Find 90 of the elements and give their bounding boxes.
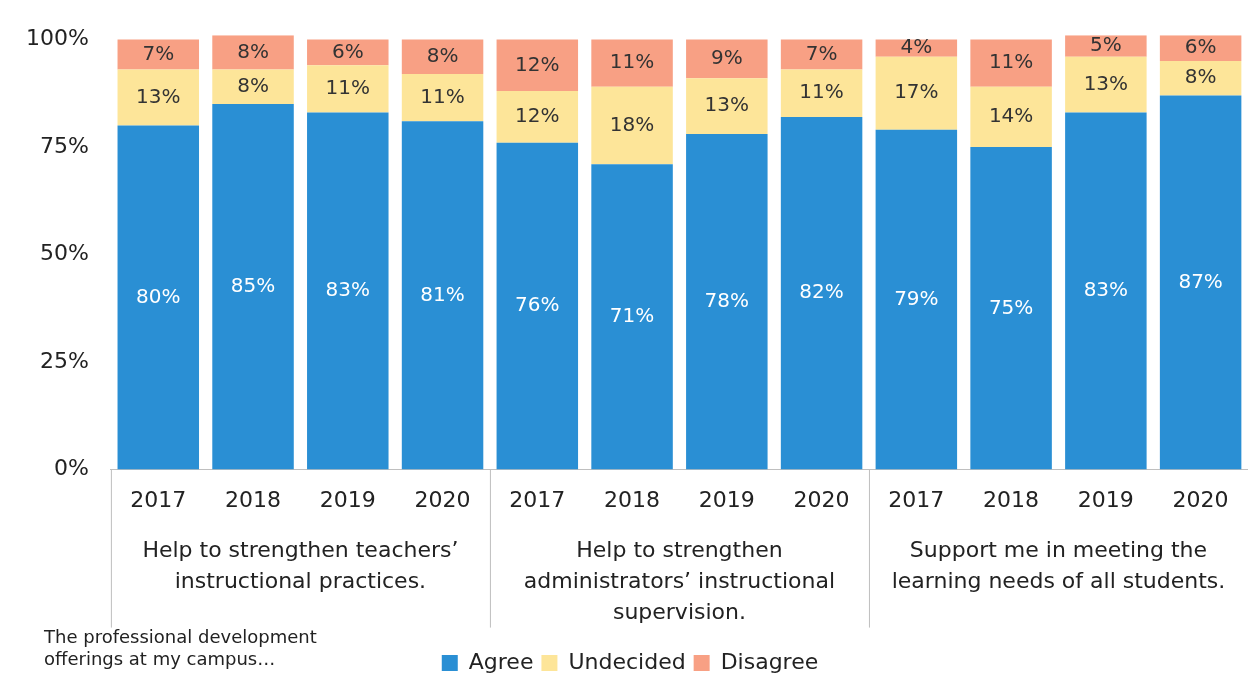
data-label: 4% [900, 34, 933, 59]
x-tick-label: 2018 [604, 486, 661, 512]
data-label: 11% [799, 79, 844, 104]
data-label: 7% [142, 40, 175, 65]
data-label: 71% [609, 303, 655, 328]
bar [401, 121, 484, 470]
bar [780, 69, 863, 117]
data-label: 8% [426, 42, 459, 67]
y-tick-label: 50% [39, 240, 89, 266]
legend-label: Agree [468, 648, 534, 674]
x-tick-label: 2017 [509, 486, 566, 512]
data-label: 85% [230, 273, 276, 298]
data-label: 13% [704, 92, 750, 117]
data-label: 11% [420, 83, 465, 108]
data-label: 13% [136, 83, 181, 108]
bar [117, 69, 200, 126]
bar [591, 164, 673, 470]
data-label: 17% [894, 79, 939, 104]
bar [591, 86, 673, 165]
text: The professional development offerings at my campus… [43, 625, 317, 669]
bar [970, 39, 1052, 87]
data-label: 9% [710, 45, 743, 70]
x-tick-label: 2018 [983, 486, 1040, 512]
bar [970, 86, 1052, 148]
bar [780, 39, 863, 70]
text: Help to strengthen teachers’ instructional practices. [142, 537, 459, 594]
bar [686, 78, 768, 135]
data-label: 81% [420, 281, 465, 306]
bar [307, 65, 389, 113]
bar [496, 142, 579, 470]
data-label: 79% [894, 285, 939, 310]
y-tick-label: 100% [25, 25, 89, 51]
legend-label: Undecided [568, 648, 686, 674]
data-label: 8% [1184, 64, 1217, 89]
bar [117, 39, 200, 70]
data-label: 76% [515, 292, 560, 317]
data-label: 8% [237, 73, 269, 98]
data-label: 82% [799, 279, 844, 304]
bar [212, 69, 294, 105]
data-label: 83% [325, 277, 371, 302]
bar [780, 116, 863, 470]
text: Help to strengthen administrators’ instructional supervision. [523, 537, 836, 625]
x-tick-label: 2017 [888, 486, 945, 512]
x-tick-label: 2018 [225, 486, 282, 512]
x-tick-label: 2017 [130, 486, 187, 512]
bar [307, 112, 389, 470]
x-tick-label: 2019 [698, 486, 755, 512]
y-tick-label: 0% [53, 455, 89, 481]
bar [591, 39, 673, 87]
bar [875, 56, 958, 130]
data-label: 5% [1089, 32, 1122, 57]
x-tick-label: 2020 [793, 486, 850, 512]
data-label: 7% [805, 40, 838, 65]
text: Support me in meeting the learning needs of all students. [891, 537, 1226, 594]
x-tick-label: 2019 [1077, 486, 1134, 512]
y-tick-label: 25% [39, 347, 89, 373]
bar [496, 91, 579, 143]
data-label: 75% [988, 294, 1034, 319]
legend-label: Disagree [720, 648, 819, 674]
data-label: 11% [609, 49, 655, 74]
bar [970, 147, 1052, 470]
bar [117, 125, 200, 470]
data-label: 80% [136, 283, 181, 308]
x-tick-label: 2020 [1172, 486, 1229, 512]
y-tick-label: 75% [39, 132, 89, 158]
bar [686, 39, 768, 79]
bar [496, 39, 579, 92]
data-label: 11% [325, 75, 371, 100]
bar [1065, 112, 1147, 470]
bar [212, 104, 294, 470]
bar [1065, 56, 1147, 113]
bar [1159, 95, 1242, 470]
data-label: 13% [1083, 70, 1129, 95]
data-label: 12% [515, 51, 560, 76]
bar [875, 129, 958, 470]
data-label: 78% [704, 288, 750, 313]
data-label: 18% [609, 111, 655, 136]
data-label: 6% [1184, 34, 1217, 59]
x-tick-label: 2020 [414, 486, 471, 512]
bar [212, 35, 294, 70]
data-label: 87% [1178, 268, 1223, 293]
data-label: 83% [1083, 277, 1129, 302]
data-label: 11% [988, 49, 1034, 74]
data-label: 14% [988, 103, 1034, 128]
bar [401, 73, 484, 122]
data-label: 8% [237, 38, 269, 63]
data-label: 12% [515, 103, 560, 128]
data-label: 6% [331, 38, 364, 63]
bar [686, 134, 768, 470]
x-tick-label: 2019 [319, 486, 376, 512]
